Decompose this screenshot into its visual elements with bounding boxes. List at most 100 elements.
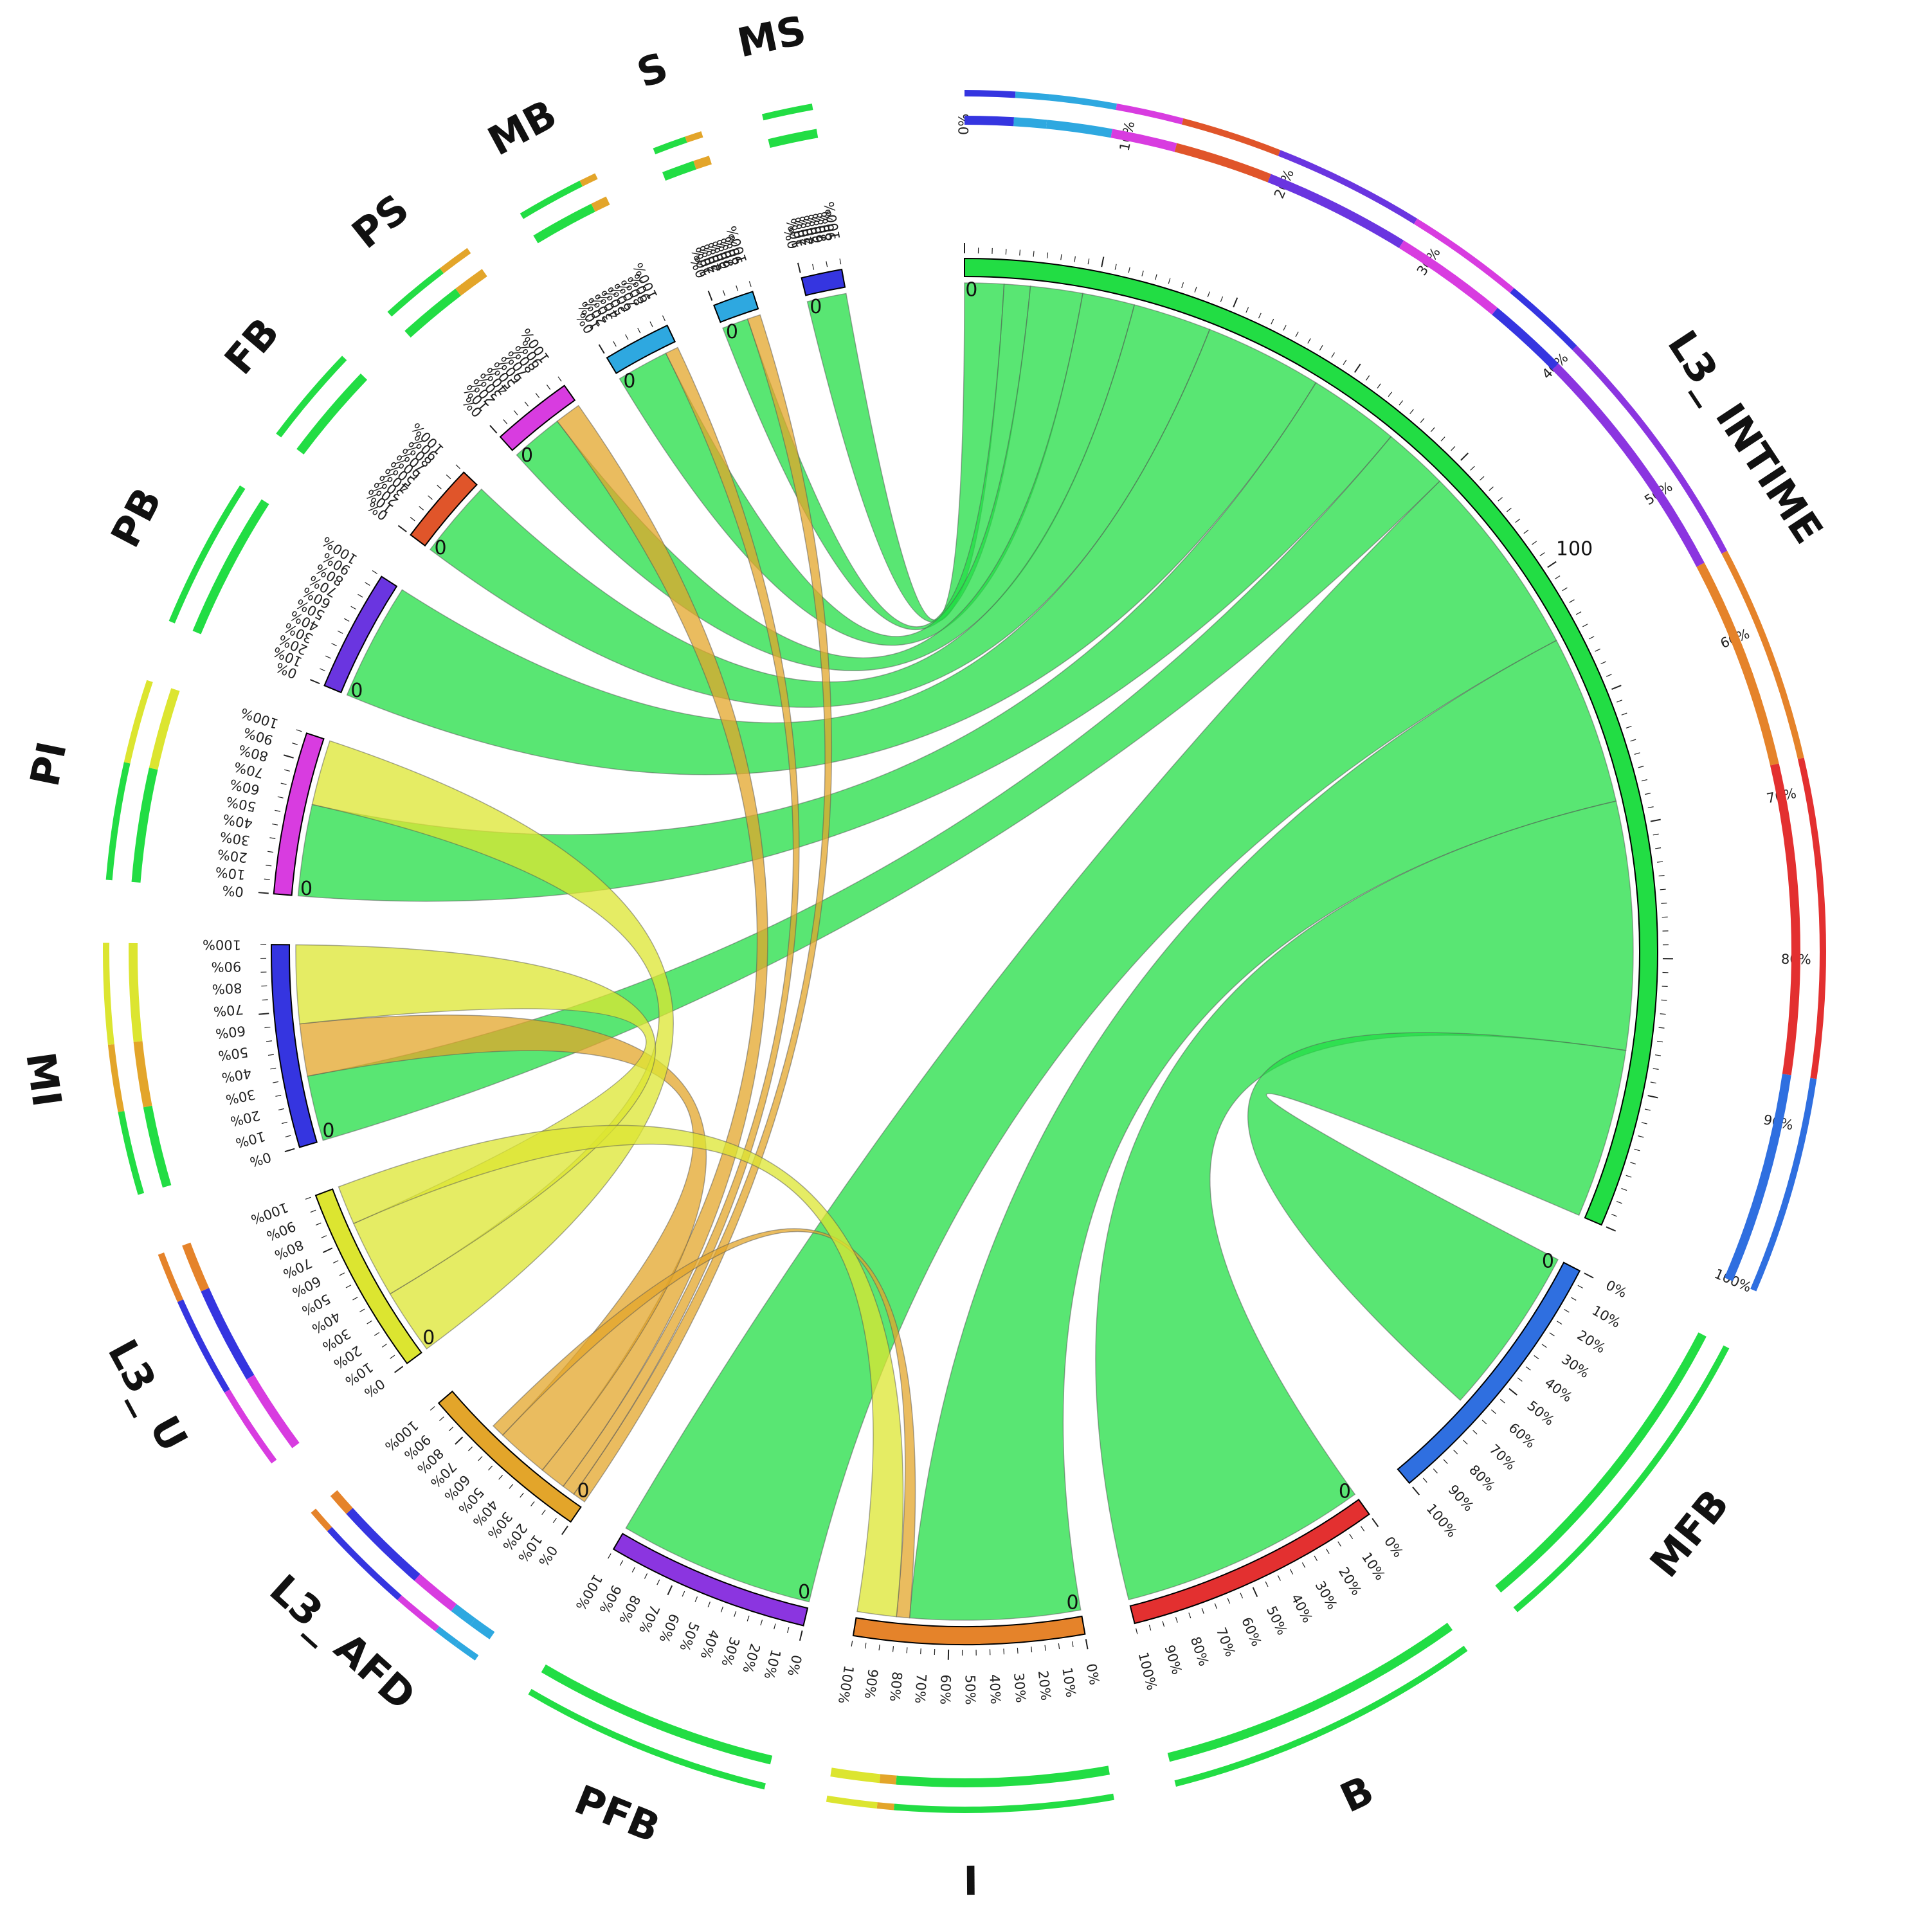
tick-mark bbox=[275, 810, 280, 811]
segment-label-mfb: MFB bbox=[1641, 1481, 1739, 1586]
tick-label: 0% bbox=[1603, 1277, 1629, 1301]
tick-mark bbox=[1631, 739, 1636, 741]
tick-mark bbox=[1399, 401, 1403, 405]
tick-mark bbox=[316, 1223, 321, 1225]
tick-label: 60% bbox=[656, 1611, 682, 1645]
tick-mark bbox=[1176, 1617, 1178, 1623]
tick-mark bbox=[1653, 1069, 1659, 1070]
tick-mark bbox=[273, 1081, 278, 1083]
tick-mark bbox=[626, 334, 628, 339]
segment-arc-ms bbox=[802, 269, 845, 295]
tick-mark bbox=[599, 345, 604, 354]
outer-ring-outer-band bbox=[685, 131, 703, 143]
tick-mark bbox=[1655, 848, 1661, 849]
tick-mark bbox=[536, 393, 539, 398]
tick-mark bbox=[1516, 519, 1520, 523]
tick-mark bbox=[608, 1553, 611, 1558]
tick-mark bbox=[1653, 834, 1659, 835]
tick-mark bbox=[372, 571, 377, 574]
outer-ring-outer-band bbox=[311, 1509, 332, 1531]
tick-mark bbox=[1480, 476, 1484, 480]
tick-mark bbox=[657, 1580, 660, 1585]
tick-mark bbox=[325, 656, 331, 658]
tick-label: 40% bbox=[1542, 1375, 1575, 1405]
tick-mark bbox=[1296, 332, 1298, 337]
tick-mark bbox=[638, 328, 640, 333]
tick-mark bbox=[468, 1447, 472, 1450]
outer-ring-inner-band bbox=[1770, 763, 1800, 1075]
tick-mark bbox=[340, 1273, 345, 1276]
tick-mark bbox=[455, 1437, 462, 1444]
tick-mark bbox=[1361, 1526, 1364, 1531]
tick-mark bbox=[1635, 753, 1640, 755]
tick-label: 0% bbox=[1083, 1663, 1102, 1686]
outer-ring-outer-band bbox=[435, 1627, 458, 1647]
tick-label: 70% bbox=[213, 1002, 244, 1020]
tick-mark bbox=[311, 1210, 316, 1212]
tick-mark bbox=[721, 1607, 723, 1612]
zero-label: 0 bbox=[577, 1479, 590, 1502]
tick-mark bbox=[1498, 498, 1503, 501]
tick-label: 70% bbox=[1486, 1441, 1518, 1473]
tick-mark bbox=[1128, 267, 1130, 273]
tick-mark bbox=[310, 680, 320, 683]
tick-mark bbox=[1660, 889, 1666, 890]
tick-mark bbox=[514, 411, 518, 415]
outer-ring-inner-band bbox=[1492, 308, 1559, 370]
tick-mark bbox=[761, 1620, 763, 1625]
segment-label-mb: MB bbox=[480, 91, 565, 165]
tick-mark bbox=[419, 507, 424, 510]
zero-label: 0 bbox=[300, 878, 312, 900]
tick-mark bbox=[734, 1611, 736, 1617]
outer-ring-inner-band bbox=[768, 129, 818, 148]
tick-label: 0% bbox=[1381, 1534, 1406, 1560]
tick-mark bbox=[1601, 662, 1606, 664]
tick-mark bbox=[1302, 1562, 1305, 1567]
zero-label: 0 bbox=[422, 1327, 435, 1350]
tick-mark bbox=[1410, 410, 1414, 414]
outer-ring-inner-band bbox=[880, 1774, 897, 1784]
outer-ring-inner-band bbox=[149, 688, 180, 770]
tick-mark bbox=[1564, 1310, 1570, 1313]
tick-mark bbox=[558, 377, 561, 381]
zero-label: 0 bbox=[322, 1119, 334, 1142]
tick-mark bbox=[278, 797, 284, 798]
tick-label: 80% bbox=[1466, 1462, 1498, 1494]
tick-mark bbox=[1319, 345, 1323, 350]
tick-mark bbox=[1571, 1297, 1576, 1300]
tick-mark bbox=[520, 1493, 524, 1497]
tick-mark bbox=[1420, 419, 1424, 423]
tick-mark bbox=[1033, 251, 1034, 257]
outer-ring-inner-band bbox=[1013, 117, 1047, 129]
outer-ring-inner-band bbox=[455, 269, 487, 296]
tick-mark bbox=[437, 485, 442, 489]
tick-mark bbox=[1589, 636, 1594, 639]
segment-label-pb: PB bbox=[102, 480, 171, 555]
tick-mark bbox=[398, 525, 406, 532]
tick-mark bbox=[267, 851, 273, 852]
tick-mark bbox=[322, 1236, 327, 1238]
tick-mark bbox=[893, 1646, 894, 1652]
segment-label-s: S bbox=[631, 43, 673, 97]
outer-ring-inner-band bbox=[964, 116, 1014, 126]
segment-label-b: B bbox=[1333, 1766, 1381, 1821]
tick-label: 0% bbox=[222, 883, 244, 900]
outer-ring-outer-band bbox=[108, 1044, 124, 1112]
tick-mark bbox=[1278, 1575, 1280, 1580]
tick-mark bbox=[430, 1407, 435, 1411]
tick-mark bbox=[449, 1427, 453, 1431]
tick-mark bbox=[266, 865, 271, 866]
tick-mark bbox=[1215, 1603, 1217, 1609]
tick-mark bbox=[410, 518, 415, 521]
tick-mark bbox=[1562, 588, 1568, 591]
tick-mark bbox=[1343, 360, 1346, 365]
tick-mark bbox=[1058, 1643, 1059, 1649]
tick-mark bbox=[1444, 1459, 1447, 1464]
tick-mark bbox=[708, 1602, 710, 1607]
tick-mark bbox=[333, 1261, 338, 1263]
tick-mark bbox=[1540, 553, 1544, 556]
tick-mark bbox=[282, 1122, 287, 1123]
tick-mark bbox=[1534, 1355, 1539, 1359]
